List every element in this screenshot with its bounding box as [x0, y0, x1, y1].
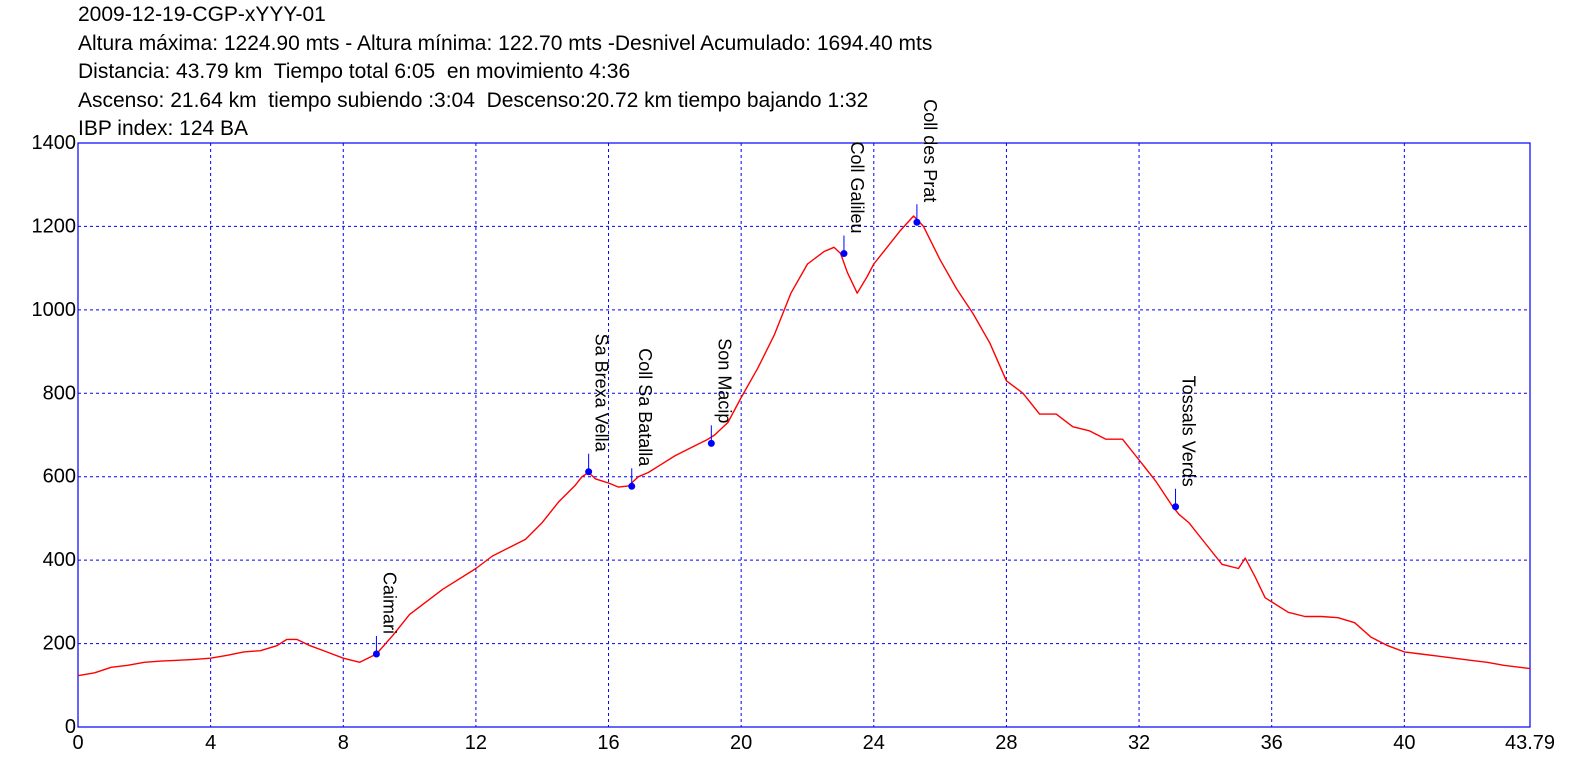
y-tick-label: 0 [65, 716, 76, 738]
elevation-line [77, 215, 1531, 677]
waypoint-marker [840, 250, 848, 258]
altitude-summary: Altura máxima: 1224.90 mts - Altura míni… [78, 32, 933, 55]
waypoint-label: Caimari [379, 572, 399, 634]
y-tick-label: 1000 [32, 299, 77, 321]
waypoint-label: Coll Galileu [847, 141, 867, 233]
y-tick-label: 1200 [32, 215, 77, 237]
x-tick-label: 36 [1261, 732, 1283, 754]
waypoint-marker [913, 218, 921, 226]
plot-frame [77, 142, 1531, 728]
x-tick-label: 43.79 [1505, 732, 1555, 754]
chart-title: 2009-12-19-CGP-xYYY-01 [78, 3, 326, 26]
waypoint-label: Coll des Prat [920, 99, 940, 202]
x-tick-label: 28 [995, 732, 1017, 754]
y-tick-label: 200 [43, 633, 76, 655]
waypoint-label: Son Macip [714, 338, 734, 423]
x-tick-label: 8 [338, 732, 349, 754]
x-tick-label: 20 [730, 732, 752, 754]
waypoint-label: Coll Sa Batalla [635, 348, 655, 467]
waypoint-label: Tossals Verds [1179, 376, 1199, 487]
waypoint-marker [585, 468, 593, 476]
x-tick-label: 12 [465, 732, 487, 754]
x-tick-label: 24 [863, 732, 885, 754]
waypoint-marker [628, 482, 636, 490]
x-tick-label: 0 [72, 732, 83, 754]
y-tick-label: 400 [43, 549, 76, 571]
waypoint-marker [707, 439, 715, 447]
y-tick-label: 600 [43, 466, 76, 488]
ibp-index: IBP index: 124 BA [78, 117, 249, 140]
x-tick-label: 40 [1393, 732, 1415, 754]
x-tick-label: 16 [597, 732, 619, 754]
distance-summary: Distancia: 43.79 km Tiempo total 6:05 en… [78, 60, 631, 83]
y-tick-label: 800 [43, 382, 76, 404]
y-tick-label: 1400 [32, 132, 77, 154]
waypoint-marker [1172, 503, 1180, 511]
x-tick-label: 32 [1128, 732, 1150, 754]
x-tick-label: 4 [205, 732, 216, 754]
waypoint-marker [372, 650, 380, 658]
waypoint-label: Sa Brexa Vella [592, 334, 612, 453]
ascent-descent-summary: Ascenso: 21.64 km tiempo subiendo :3:04 … [78, 89, 869, 112]
